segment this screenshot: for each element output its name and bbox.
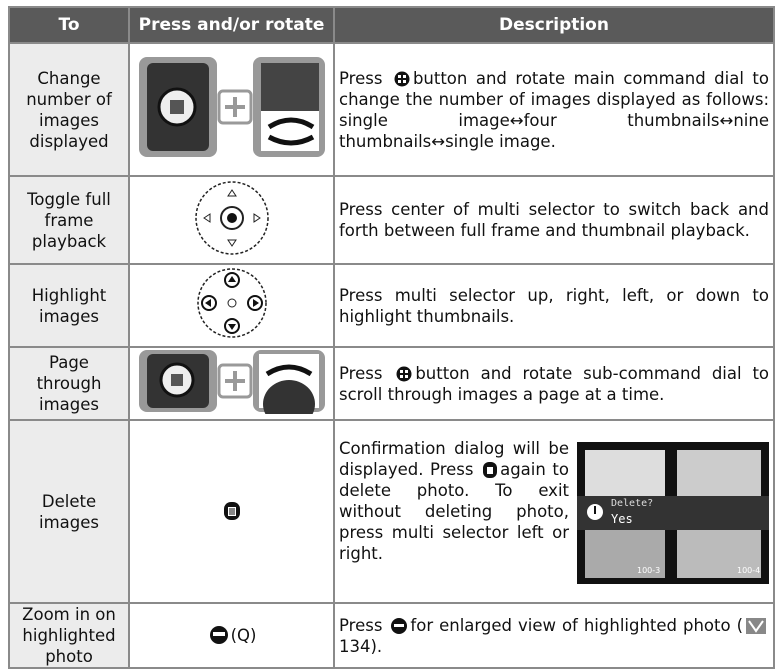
header-cell: Press and/or rotate: [128, 6, 335, 44]
enter-icon: [391, 617, 408, 634]
press-cell: [128, 42, 335, 177]
text: again to delete photo. To exit without d…: [339, 459, 569, 563]
press-cell: [128, 419, 335, 604]
text: Press multi selector up, right, left, or…: [339, 285, 769, 326]
to-cell: Toggle full frame playback: [8, 175, 130, 265]
thumbnail-icon: [396, 366, 412, 381]
to-cell: Change number of images displayed: [8, 42, 130, 177]
text: Press center of multi selector to switch…: [339, 200, 769, 240]
thumb-label: 100-3: [637, 565, 661, 575]
text: for enlarged view of highlighted photo (: [410, 615, 744, 635]
to-cell: Page through images: [8, 346, 130, 421]
description-cell: Press button and rotate main command dia…: [333, 42, 775, 177]
text: Confirmation dialog will be displayed. P…: [339, 438, 569, 479]
description-cell: Delete? Yes 100-3 100-4 Confirmation dia…: [333, 419, 775, 604]
description-cell: Press multi selector up, right, left, or…: [333, 263, 775, 348]
trash-icon: [223, 502, 240, 520]
text: 134).: [339, 636, 383, 656]
press-cell: (Q): [128, 602, 335, 669]
trash-icon: [483, 461, 498, 478]
dialog-image: Delete? Yes 100-3 100-4: [577, 441, 769, 584]
dialog-prompt: Delete?: [611, 497, 654, 509]
description-cell: Press button and rotate sub-command dial…: [333, 346, 775, 421]
description-cell: Press for enlarged view of highlighted p…: [333, 602, 775, 669]
to-cell: Highlight images: [8, 263, 130, 348]
multi-selector: [194, 180, 269, 255]
control-image: [138, 57, 325, 157]
text: Press: [339, 615, 389, 635]
multi-selector: [196, 268, 267, 338]
text: button and rotate main command dial to c…: [339, 68, 770, 151]
text: Press: [339, 363, 394, 383]
text: Press: [339, 68, 391, 88]
thumbnails: [577, 449, 769, 578]
description-cell: Press center of multi selector to switch…: [333, 175, 775, 265]
text: button and rotate sub-command dial to sc…: [339, 363, 770, 404]
press-cell: [128, 175, 335, 265]
table: To Press and/or rotate Description Change …: [8, 6, 775, 669]
thumb-label: 100-4: [737, 565, 761, 575]
press-text: (Q): [230, 626, 257, 645]
header-cell: Description: [333, 6, 775, 44]
page-ref-icon: [746, 617, 767, 634]
press-cell: [128, 263, 335, 348]
press-cell: [128, 346, 335, 428]
enter-icon: [209, 626, 228, 644]
dialog-option: Yes: [611, 511, 633, 526]
header-cell: To: [8, 6, 130, 44]
to-cell: Delete images: [8, 419, 130, 604]
thumbnail-icon: [394, 71, 410, 86]
to-cell: Zoom in on highlighted photo: [8, 602, 130, 669]
control-image: [138, 350, 325, 428]
